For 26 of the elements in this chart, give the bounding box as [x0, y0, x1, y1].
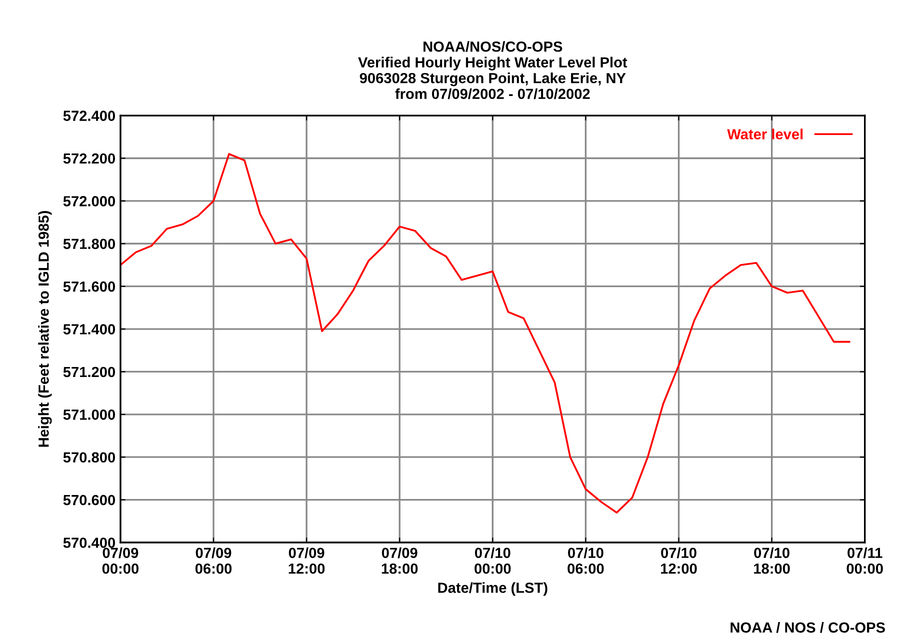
x-tick-label: 07/10 12:00 — [661, 547, 697, 574]
x-tick-label: 07/09 00:00 — [102, 547, 139, 574]
x-tick-label: 07/10 06:00 — [568, 547, 604, 574]
y-axis-title: Height (Feet relative to IGLD 1985) — [38, 211, 52, 447]
y-tick-label: 570.800 — [63, 452, 116, 463]
x-tick-label: 07/09 18:00 — [382, 547, 418, 574]
x-tick-label: 07/11 00:00 — [846, 547, 883, 574]
y-tick-label: 571.000 — [63, 410, 116, 420]
y-tick-label: 572.200 — [63, 153, 116, 164]
legend-label: Water level — [727, 128, 803, 140]
x-tick-label: 07/10 00:00 — [474, 547, 511, 574]
y-tick-label: 571.600 — [63, 281, 116, 292]
y-tick-label: 571.200 — [63, 366, 116, 378]
y-tick-label: 570.600 — [63, 494, 116, 506]
chart-title: NOAA/NOS/CO-OPS Verified Hourly Height Water Level Plot 9063028 Sturgeon Point, Lake Erie, NY from 07/09/2002 - 07/10/2002 — [358, 41, 628, 100]
line-series — [120, 153, 850, 514]
y-tick-label: 571.400 — [63, 324, 116, 334]
y-tick-label: 571.800 — [63, 238, 116, 250]
x-axis-title: Date/Time (LST) — [438, 582, 548, 596]
x-tick-label: 07/10 18:00 — [754, 547, 790, 574]
x-tick-label: 07/09 12:00 — [288, 547, 325, 574]
y-tick-label: 572.000 — [63, 196, 116, 206]
y-tick-label: 570.400 — [63, 538, 116, 548]
y-tick-label: 572.400 — [63, 110, 116, 121]
text: NOAA / NOS / CO-OPS — [730, 622, 885, 633]
x-tick-label: 07/09 06:00 — [195, 547, 232, 574]
